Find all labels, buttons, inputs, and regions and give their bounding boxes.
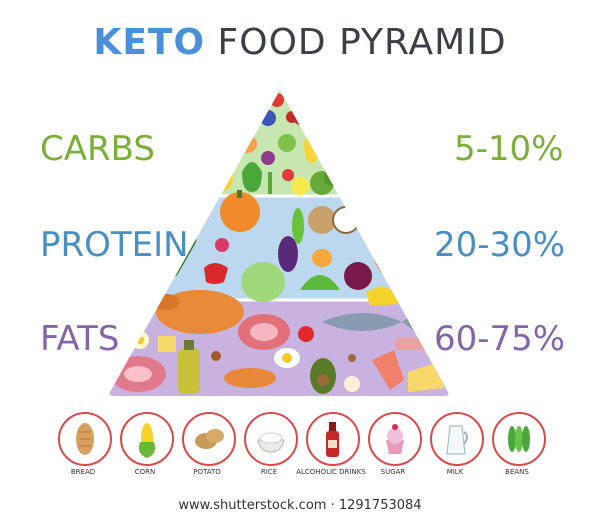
level-name-protein: PROTEIN: [40, 225, 189, 265]
avoid-label-rice: RICE: [260, 468, 278, 476]
milk-icon: [430, 412, 484, 466]
food-pyramid: [109, 90, 449, 396]
avoid-label-sugar: SUGAR: [380, 468, 406, 476]
corn-icon: [120, 412, 174, 466]
beans-icon: [492, 412, 546, 466]
page-title: KETO FOOD PYRAMID: [0, 22, 600, 63]
cupcake-icon: [368, 412, 422, 466]
title-rest: FOOD PYRAMID: [217, 22, 507, 63]
bottle-icon: [306, 412, 360, 466]
potato-icon: [182, 412, 236, 466]
level-name-fats: FATS: [40, 319, 120, 359]
level-percent-protein: 20-30%: [434, 225, 566, 265]
footer-credit: www.shutterstock.com · 1291753084: [178, 498, 422, 513]
level-percent-carbs: 5-10%: [454, 129, 564, 169]
avoid-label-corn: CORN: [134, 468, 156, 476]
level-name-carbs: CARBS: [40, 129, 155, 169]
avoid-label-potato: POTATO: [193, 468, 221, 476]
avoid-label-milk: MILK: [446, 468, 464, 476]
avoid-foods-row: BREAD CORN POTATO RICE ALCOHOLIC DRINKS …: [0, 412, 600, 492]
avoid-label-bread: BREAD: [70, 468, 96, 476]
fats-foods: [110, 290, 444, 394]
title-keto: KETO: [93, 22, 206, 63]
bread-icon: [58, 412, 112, 466]
rice-icon: [244, 412, 298, 466]
level-percent-fats: 60-75%: [434, 319, 566, 359]
avoid-label-beans: BEANS: [505, 468, 529, 476]
avoid-label-alcohol: ALCOHOLIC DRINKS: [296, 468, 366, 476]
